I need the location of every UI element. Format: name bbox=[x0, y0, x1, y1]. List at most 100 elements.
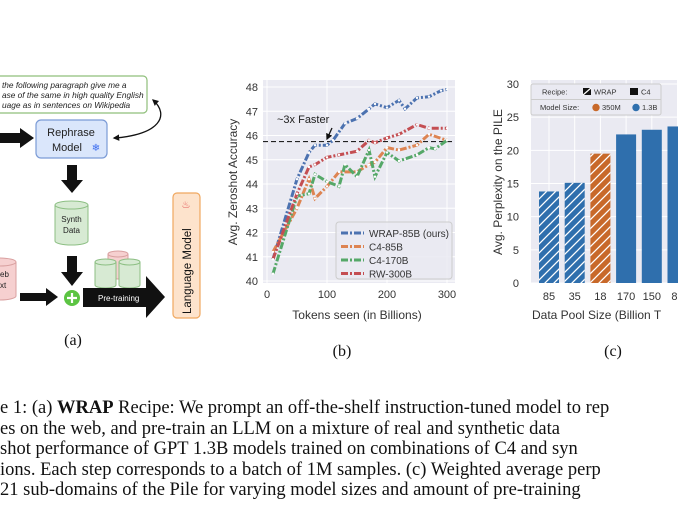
rephrase-model-box bbox=[35, 119, 108, 159]
data-point bbox=[415, 96, 419, 100]
data-point bbox=[307, 151, 311, 154]
faster-annotation: ~3x Faster bbox=[277, 114, 330, 126]
bar-hatch bbox=[590, 153, 611, 283]
bar bbox=[667, 126, 678, 283]
y-axis-label-c: Avg. Perplexity on the PILE bbox=[491, 109, 505, 255]
data-point bbox=[307, 192, 311, 195]
legend-size-label: Model Size: bbox=[540, 103, 579, 112]
data-point bbox=[295, 207, 299, 210]
data-point bbox=[343, 122, 347, 125]
data-point bbox=[355, 175, 359, 178]
legend-b: WRAP-85B (ours) C4-85B C4-170B RW-300B bbox=[335, 221, 453, 281]
y-tick-label: 20 bbox=[507, 145, 519, 157]
data-point bbox=[415, 123, 419, 126]
pretraining-arrow bbox=[83, 276, 165, 318]
prompt-line-2: ase of the same in high quality English bbox=[2, 90, 144, 100]
data-point bbox=[295, 192, 299, 195]
y-tick-label: 0 bbox=[513, 278, 519, 290]
data-point bbox=[397, 99, 401, 102]
data-point bbox=[307, 177, 311, 181]
data-point bbox=[385, 151, 389, 154]
data-point bbox=[295, 177, 299, 181]
data-point bbox=[427, 127, 431, 130]
figure-caption: e 1: (a) WRAP Recipe: We prompt an off-t… bbox=[0, 398, 678, 501]
y-tick-label: 41 bbox=[246, 252, 258, 264]
y-tick-label: 42 bbox=[246, 228, 258, 240]
subcaption-c: (c) bbox=[604, 343, 622, 360]
subcaption-a: (a) bbox=[64, 332, 82, 349]
data-point bbox=[427, 95, 431, 98]
prompt-line-1: the following paragraph give me a bbox=[2, 80, 127, 90]
data-point bbox=[373, 160, 377, 164]
data-point bbox=[397, 148, 401, 152]
data-point bbox=[415, 153, 419, 157]
prompt-box bbox=[0, 75, 148, 114]
curved-arrow bbox=[112, 99, 162, 141]
x-tick-label: 0 bbox=[264, 289, 270, 301]
web-text-cylinder: eb xt bbox=[0, 257, 17, 301]
x-tick-label: 35 bbox=[569, 291, 581, 303]
x-tick-label: 200 bbox=[378, 289, 396, 301]
annotation-arrow bbox=[326, 127, 333, 141]
data-point bbox=[355, 150, 359, 153]
x-tick-label: 85 bbox=[543, 291, 555, 303]
data-point bbox=[385, 106, 389, 109]
caption-text: Recipe: We prompt an off-the-shelf instr… bbox=[113, 398, 610, 418]
y-tick-label: 45 bbox=[246, 155, 258, 167]
data-point bbox=[325, 185, 329, 188]
bar bbox=[616, 134, 637, 283]
data-point bbox=[415, 144, 419, 147]
y-tick-label: 46 bbox=[246, 131, 258, 143]
legend-label: C4-170B bbox=[369, 256, 409, 267]
caption-bold: WRAP bbox=[57, 398, 114, 418]
blue-dot-icon bbox=[632, 103, 640, 112]
web-label-2: xt bbox=[0, 281, 7, 290]
x-axis-label-c: Data Pool Size (Billion T bbox=[532, 308, 662, 322]
data-point bbox=[343, 163, 347, 166]
rephrase-label-1: Rephrase bbox=[47, 127, 95, 139]
y-tick-label: 10 bbox=[507, 212, 519, 224]
panel-a-diagram: the following paragraph give me a ase of… bbox=[0, 75, 201, 349]
data-point bbox=[271, 250, 275, 254]
caption-line-5: 21 sub-domains of the Pile for varying m… bbox=[0, 480, 581, 501]
pretraining-label: Pre-training bbox=[98, 294, 139, 303]
data-point bbox=[403, 107, 407, 111]
subcaption-b: (b) bbox=[333, 343, 352, 360]
x-tick-label: 150 bbox=[643, 291, 661, 303]
data-point bbox=[367, 163, 371, 166]
caption-line-2: es on the web, and pre-train an LLM on a… bbox=[0, 418, 560, 439]
web-arrow bbox=[20, 288, 58, 306]
data-point bbox=[325, 180, 329, 183]
mixed-data-cylinders bbox=[94, 250, 141, 289]
data-point bbox=[355, 117, 359, 120]
series-line bbox=[271, 132, 448, 253]
x-tick-label: 18 bbox=[594, 291, 606, 303]
caption-line-1: e 1: (a) WRAP Recipe: We prompt an off-t… bbox=[0, 398, 678, 419]
data-point bbox=[385, 146, 389, 149]
bar-hatch bbox=[564, 182, 585, 283]
data-point bbox=[385, 136, 389, 140]
data-point bbox=[373, 141, 377, 144]
y-axis-label-b: Avg. Zeroshot Accuracy bbox=[226, 119, 240, 246]
legend-c: Recipe: WRAP C4 Model Size: 350M 1.3B bbox=[530, 83, 662, 116]
data-point bbox=[325, 144, 329, 147]
y-tick-label: 43 bbox=[246, 203, 258, 215]
language-model-box bbox=[172, 192, 201, 319]
data-point bbox=[313, 173, 317, 176]
y-tick-label: 44 bbox=[246, 179, 258, 191]
data-point bbox=[313, 197, 317, 200]
data-point bbox=[337, 153, 341, 157]
data-point bbox=[367, 139, 371, 142]
data-point bbox=[307, 165, 311, 169]
x-axis-label-b: Tokens seen (in Billions) bbox=[292, 308, 421, 322]
down-arrow-2 bbox=[61, 256, 83, 286]
legend-label: WRAP-85B (ours) bbox=[369, 229, 449, 240]
caption-line-4: ions. Each step corresponds to a batch o… bbox=[0, 459, 601, 480]
data-point bbox=[271, 257, 275, 261]
series-line bbox=[271, 139, 448, 275]
x-tick-label: 100 bbox=[318, 289, 336, 301]
y-tick-label: 40 bbox=[246, 276, 258, 288]
language-model-label: Language Model bbox=[182, 228, 194, 314]
data-point bbox=[373, 102, 377, 106]
